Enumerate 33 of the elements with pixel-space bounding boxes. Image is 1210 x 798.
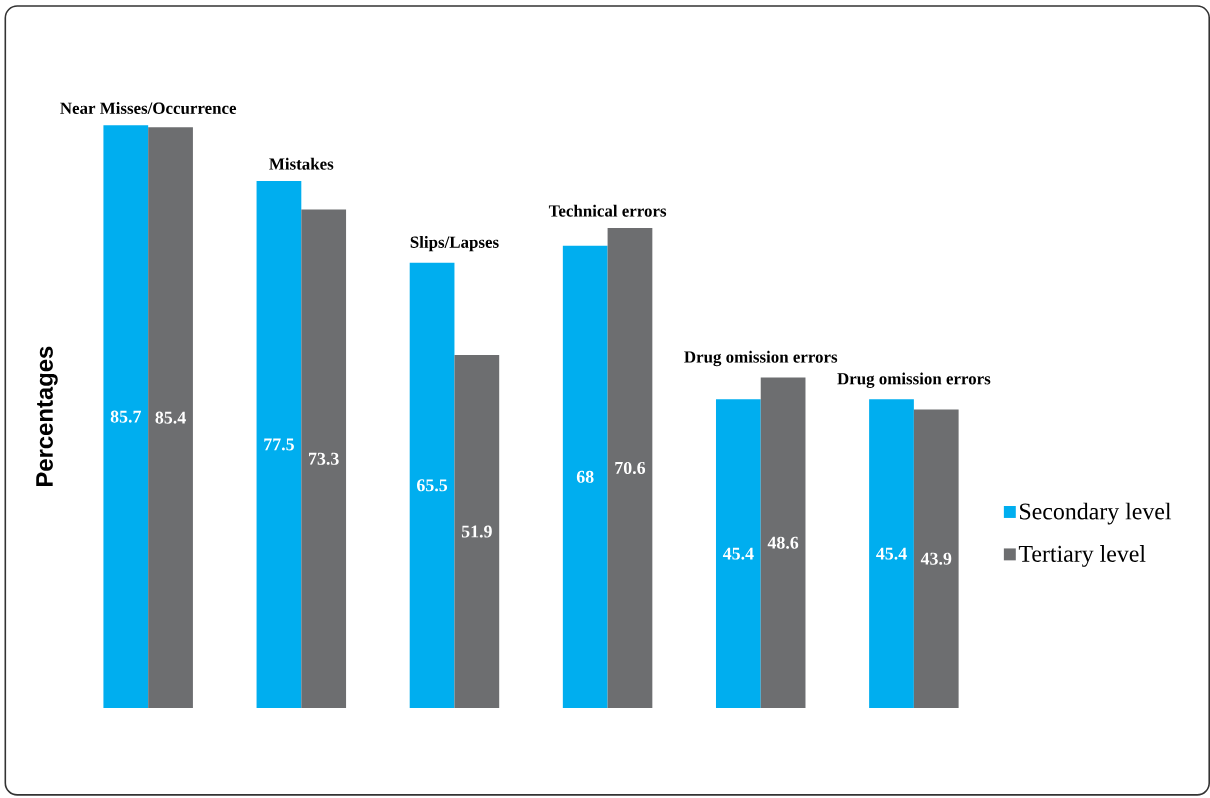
data-label: 43.9: [920, 552, 952, 566]
x-tick-label: Mistakes: [269, 158, 334, 170]
data-label: 85.7: [110, 410, 142, 423]
legend-label: Secondary level: [1020, 502, 1172, 525]
bar: [562, 245, 608, 709]
bar: [148, 127, 193, 709]
data-label: 45.4: [876, 547, 907, 560]
bar: [409, 262, 455, 709]
y-axis-title: Percentages: [36, 346, 58, 487]
data-label: 85.4: [155, 411, 186, 424]
bar: [715, 399, 761, 709]
bar: [869, 399, 914, 709]
data-label: 70.6: [615, 462, 646, 475]
bar: [760, 377, 806, 709]
data-label: 45.4: [722, 547, 754, 560]
bar: [301, 209, 347, 709]
bar: [256, 181, 302, 709]
x-tick-label: Slips/Lapses: [410, 236, 499, 252]
data-label: 73.3: [309, 453, 339, 466]
data-label: 77.5: [264, 438, 294, 451]
data-label: 51.9: [461, 525, 492, 538]
x-tick-label: Drug omission errors: [684, 351, 838, 367]
legend-label: Tertiary level: [1018, 545, 1146, 568]
data-label: 68: [576, 471, 594, 484]
bar: [913, 409, 959, 709]
x-tick-label: Near Misses/Occurrence: [60, 102, 237, 115]
data-label: 65.5: [417, 479, 448, 492]
bar: [607, 228, 653, 709]
bar: [454, 355, 500, 709]
x-tick-label: Drug omission errors: [837, 372, 991, 389]
x-tick-label: Technical errors: [548, 205, 667, 217]
bar: [103, 125, 149, 709]
data-label: 48.6: [767, 536, 799, 550]
